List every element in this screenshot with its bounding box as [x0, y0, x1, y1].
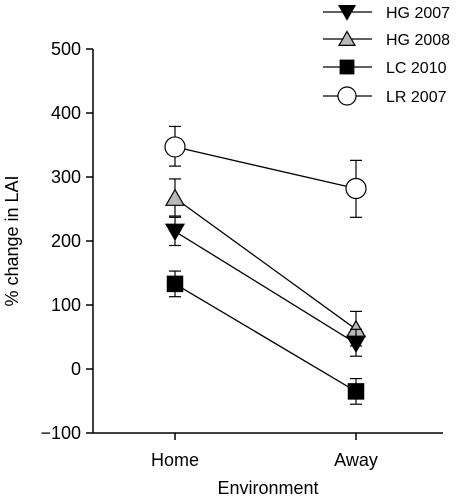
data-point: [164, 188, 186, 206]
legend-label: HG 2008: [386, 32, 450, 49]
legend-label: HG 2007: [386, 5, 450, 22]
y-tick-label: 0: [71, 359, 81, 379]
y-ticks: −100 0 100 200 300 400 500 Home Away: [40, 39, 377, 470]
legend-marker: [337, 86, 357, 106]
y-tick-label: 300: [51, 167, 81, 187]
y-axis-label: % change in LAI: [2, 175, 22, 306]
series-lc-2010: [166, 270, 365, 405]
data-point: [345, 177, 367, 200]
y-tick-label: 100: [51, 295, 81, 315]
data-point: [347, 383, 365, 400]
series-hg-2008: [164, 178, 367, 347]
axes: [92, 49, 443, 434]
x-axis-label: Environment: [217, 478, 318, 498]
legend-label: LC 2010: [386, 60, 447, 77]
x-tick-label: Home: [151, 450, 199, 470]
series-lr-2007: [164, 125, 367, 218]
legend-marker: [339, 59, 355, 75]
data-point: [345, 335, 367, 354]
legend-label: LR 2007: [386, 89, 447, 106]
data-point: [166, 275, 184, 293]
y-tick-label: −100: [40, 423, 81, 443]
data-point: [164, 136, 186, 158]
x-tick-label: Away: [334, 450, 378, 470]
series-hg-2007: [164, 216, 367, 357]
y-tick-label: 500: [51, 39, 81, 59]
data-point: [164, 223, 186, 242]
y-tick-label: 200: [51, 231, 81, 251]
series-line: [174, 230, 357, 344]
legend: HG 2007 HG 2008 LC 2010 LR 2007: [323, 4, 450, 106]
series-layer: [164, 125, 367, 405]
y-tick-label: 400: [51, 103, 81, 123]
series-line: [174, 146, 357, 190]
legend-marker: [337, 30, 357, 47]
series-line: [174, 197, 357, 330]
series-line: [174, 283, 357, 392]
legend-marker: [337, 4, 357, 21]
